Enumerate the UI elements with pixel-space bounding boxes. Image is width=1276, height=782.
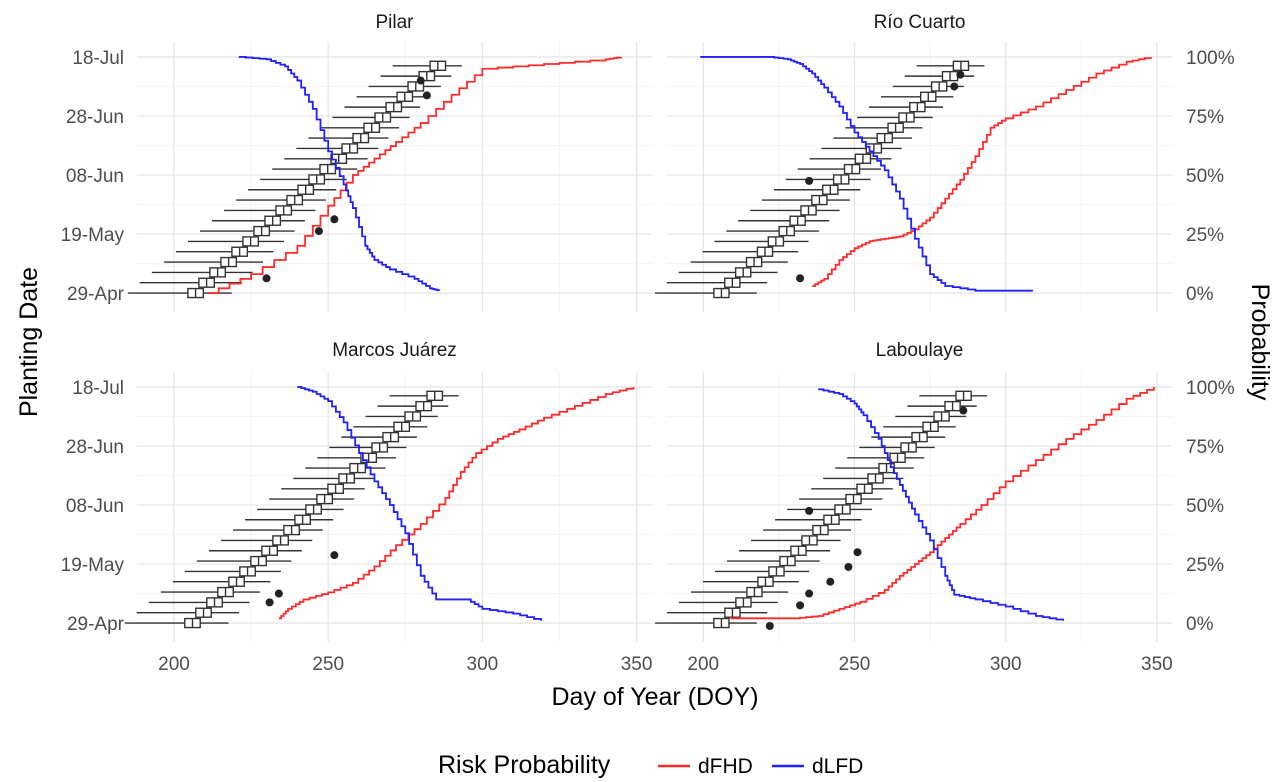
y-tick-label-probability: 100% [1186, 378, 1235, 399]
panel-laboulaye: Laboulaye [654, 340, 1172, 642]
series-line-dlfd-pilar [238, 56, 441, 291]
outlier-point [265, 598, 274, 607]
outlier-point [330, 215, 339, 224]
outlier-point [826, 577, 835, 586]
outlier-point [765, 622, 774, 630]
series-line-dfhd-pilar [207, 56, 623, 294]
series-line-dfhd-rio-cuarto [812, 56, 1152, 287]
y-tick-label-probability: 75% [1186, 107, 1224, 128]
panel-rio-cuarto: Río Cuarto [654, 12, 1172, 312]
x-tick-label: 300 [467, 654, 499, 675]
panel-title-rio-cuarto: Río Cuarto [874, 12, 966, 33]
y-tick-label-planting: 18-Jul [72, 48, 124, 69]
series-line-dfhd-laboulaye [730, 386, 1155, 620]
y-tick-label-probability: 50% [1186, 496, 1224, 517]
x-tick-label: 200 [158, 654, 190, 675]
y-tick-label-planting: 28-Jun [66, 107, 124, 128]
outlier-point [422, 91, 431, 100]
y-tick-label-probability: 25% [1186, 555, 1224, 576]
outlier-point [844, 562, 853, 571]
legend: Risk Probability dFHD dLFD [438, 751, 863, 779]
outlier-point [805, 176, 814, 185]
outlier-point [959, 406, 968, 415]
y-tick-label-probability: 0% [1186, 284, 1214, 305]
outlier-point [796, 601, 805, 610]
outlier-point [805, 506, 814, 515]
legend-label-dfhd: dFHD [698, 755, 753, 778]
panel-title-laboulaye: Laboulaye [876, 340, 964, 361]
y-axis-title-left: Planting Date [15, 267, 43, 417]
panel-title-marcos-juarez: Marcos Juárez [332, 340, 457, 361]
y-tick-label-planting: 29-Apr [67, 284, 125, 305]
outlier-point [262, 274, 271, 283]
x-tick-label: 250 [839, 654, 871, 675]
series-line-dfhd-marcos-juarez [278, 386, 635, 620]
outlier-point [796, 274, 805, 283]
outlier-point [853, 548, 862, 557]
panel-grid: Pilar Río Cuarto Marcos Juárez Laboulaye [124, 12, 1172, 642]
y-tick-label-probability: 100% [1186, 48, 1235, 69]
outlier-point [416, 76, 425, 85]
y-tick-label-planting: 19-May [61, 225, 125, 246]
x-tick-label: 200 [687, 654, 719, 675]
outlier-point [274, 589, 283, 598]
legend-title: Risk Probability [438, 751, 611, 779]
outlier-point [950, 82, 959, 91]
outlier-point [314, 227, 323, 236]
y-tick-label-planting: 18-Jul [72, 378, 124, 399]
series-line-dlfd-laboulaye [818, 388, 1065, 621]
panel-marcos-juarez: Marcos Juárez [124, 340, 652, 642]
y-tick-label-planting: 19-May [61, 555, 125, 576]
axes-layer: 29-Apr 19-May 08-Jun 28-Jun 18-Jul 0% 25% 50% 75… [61, 48, 1235, 675]
x-tick-label: 350 [621, 654, 653, 675]
y-tick-label-probability: 75% [1186, 437, 1224, 458]
x-tick-label: 250 [312, 654, 344, 675]
y-tick-label-planting: 29-Apr [67, 614, 125, 635]
legend-label-dlfd: dLFD [812, 755, 863, 778]
y-tick-label-planting: 28-Jun [66, 437, 124, 458]
outlier-point [956, 70, 965, 79]
x-tick-label: 350 [1141, 654, 1173, 675]
y-tick-label-planting: 08-Jun [66, 496, 124, 517]
y-tick-label-probability: 50% [1186, 166, 1224, 187]
y-tick-label-planting: 08-Jun [66, 166, 124, 187]
x-axis-title: Day of Year (DOY) [551, 683, 758, 711]
x-tick-label: 300 [990, 654, 1022, 675]
series-line-dlfd-marcos-juarez [297, 386, 542, 621]
y-tick-label-probability: 0% [1186, 614, 1214, 635]
outlier-point [330, 551, 339, 560]
y-tick-label-probability: 25% [1186, 225, 1224, 246]
series-line-dlfd-rio-cuarto [700, 56, 1033, 292]
y-axis-title-right: Probability [1246, 284, 1274, 401]
outlier-point [805, 589, 814, 598]
panel-pilar: Pilar [127, 12, 652, 312]
panel-title-pilar: Pilar [375, 12, 414, 33]
